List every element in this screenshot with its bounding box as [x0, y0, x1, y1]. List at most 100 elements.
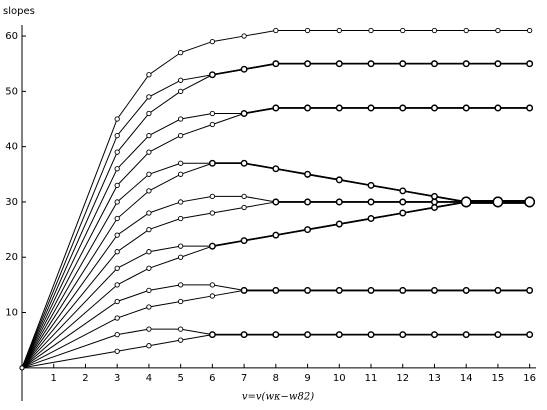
point — [460, 196, 472, 208]
shared-segment — [338, 179, 372, 187]
point — [304, 170, 311, 178]
point — [146, 326, 152, 332]
point — [177, 282, 184, 288]
point — [431, 27, 438, 34]
point — [240, 159, 248, 167]
point — [146, 249, 152, 255]
point — [399, 331, 407, 339]
point — [431, 60, 438, 68]
point — [367, 104, 375, 112]
point — [240, 237, 248, 245]
y-tick-label: 60 — [5, 31, 18, 42]
point — [399, 187, 407, 195]
x-tick-label: 3 — [114, 373, 120, 384]
point — [241, 33, 247, 39]
point — [146, 110, 152, 117]
point — [177, 171, 184, 177]
point — [272, 104, 280, 112]
x-tick-label: 7 — [241, 373, 247, 384]
x-tick-label: 14 — [460, 373, 473, 384]
point — [114, 315, 120, 321]
shared-segment — [275, 167, 309, 176]
point — [335, 198, 343, 206]
point — [304, 226, 311, 233]
point — [19, 365, 25, 371]
shared-segment — [243, 162, 277, 170]
point — [208, 331, 216, 339]
y-tick-label: 50 — [5, 86, 18, 97]
point — [114, 331, 120, 338]
point — [240, 110, 248, 117]
point — [367, 287, 375, 294]
shared-segment — [211, 68, 245, 76]
y-tick-label: 20 — [5, 252, 18, 263]
point — [336, 27, 342, 34]
shared-segment — [370, 184, 404, 192]
point — [335, 287, 343, 294]
point — [492, 196, 504, 208]
point — [208, 242, 216, 250]
x-tick-label: 4 — [146, 373, 152, 384]
point — [146, 94, 152, 100]
point — [304, 104, 311, 112]
point — [114, 132, 120, 139]
point — [304, 27, 311, 34]
point — [399, 198, 407, 206]
point — [399, 104, 407, 112]
point — [209, 38, 216, 45]
point — [304, 60, 311, 68]
x-tick-label: 5 — [177, 373, 183, 384]
point — [431, 193, 438, 200]
point — [146, 72, 152, 78]
point — [114, 182, 120, 189]
point — [463, 27, 469, 34]
x-tick-label: 2 — [82, 373, 88, 384]
shared-segment — [243, 107, 277, 115]
point — [494, 287, 502, 294]
point — [494, 331, 502, 339]
point — [367, 215, 375, 222]
point — [240, 65, 248, 73]
point — [114, 149, 120, 155]
point — [272, 287, 280, 294]
point — [399, 60, 407, 68]
point — [272, 231, 280, 239]
point — [367, 198, 375, 206]
point — [431, 104, 438, 112]
point — [146, 226, 152, 233]
point — [146, 343, 152, 349]
point — [335, 331, 343, 339]
point — [209, 121, 216, 128]
point — [462, 331, 470, 339]
point — [114, 249, 120, 255]
point — [114, 199, 120, 205]
point — [209, 210, 216, 216]
point — [177, 326, 184, 332]
x-tick-label: 12 — [396, 373, 409, 384]
point — [114, 166, 120, 172]
point — [526, 60, 534, 68]
point — [146, 188, 152, 194]
x-tick-label: 16 — [523, 373, 536, 384]
shared-segment — [433, 201, 467, 209]
point — [114, 116, 120, 122]
point — [177, 116, 184, 122]
point — [114, 232, 120, 238]
point — [494, 104, 502, 112]
point — [272, 331, 280, 339]
point — [241, 193, 247, 200]
point — [304, 287, 311, 294]
y-axis-label: slopes — [3, 6, 35, 17]
x-tick-label: 8 — [273, 373, 279, 384]
point — [524, 196, 535, 208]
point — [114, 265, 120, 271]
point — [240, 331, 248, 339]
point — [527, 27, 533, 34]
point — [462, 104, 470, 112]
point — [177, 132, 184, 139]
point — [114, 298, 120, 305]
point — [400, 27, 406, 34]
shared-segment — [338, 217, 372, 225]
point — [177, 160, 184, 166]
point — [431, 198, 438, 206]
